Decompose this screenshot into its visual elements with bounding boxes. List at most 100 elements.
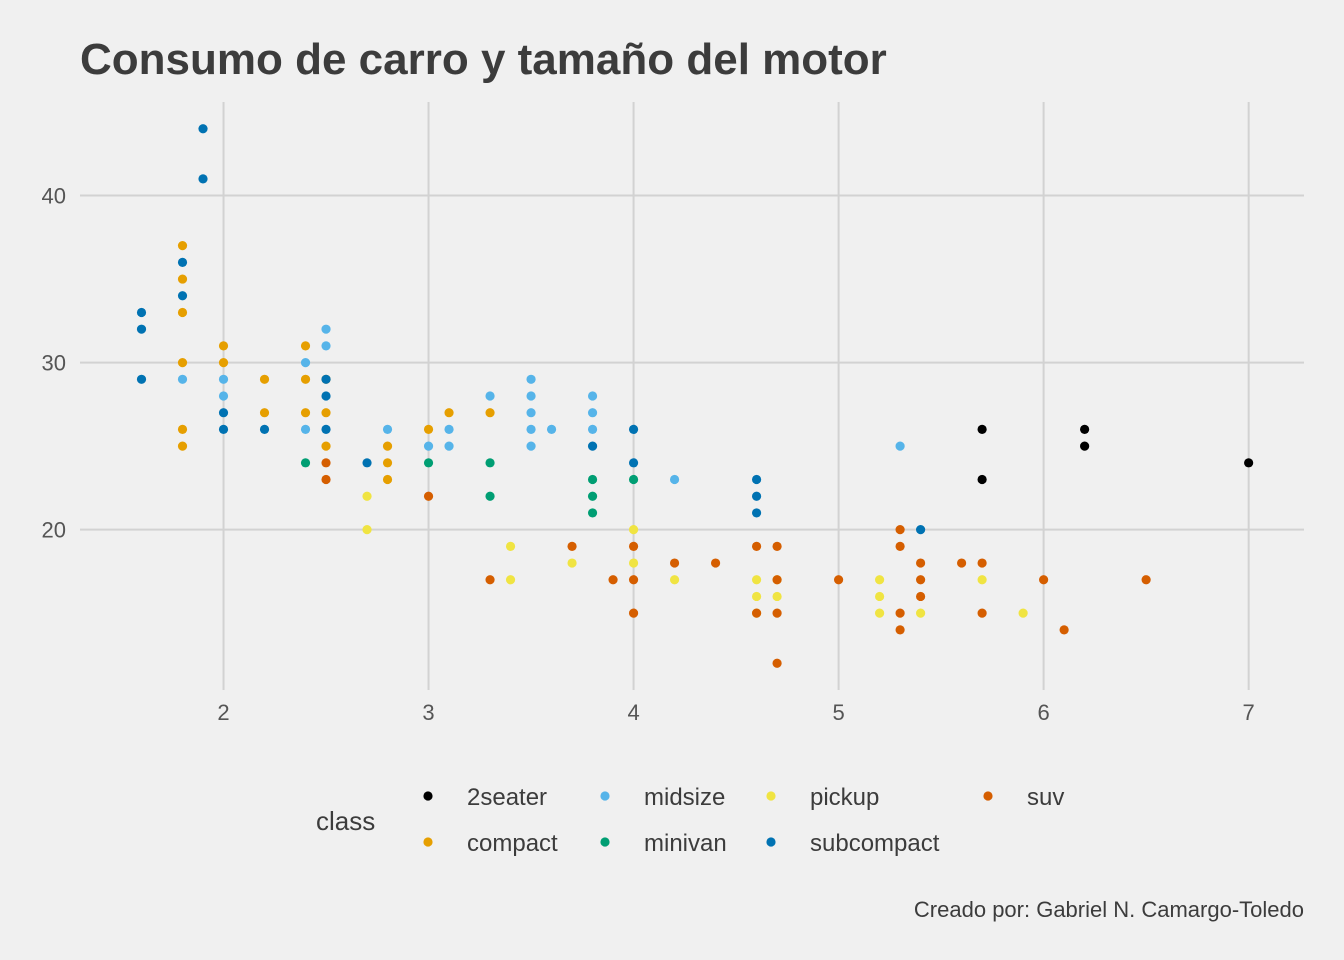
point-compact-12 [300, 408, 311, 418]
point-subcompact-0 [136, 307, 147, 318]
point-pickup-13 [874, 575, 885, 585]
point-suv-15 [772, 608, 782, 618]
legend-key-midsize [600, 791, 610, 801]
point-2seater-3 [1080, 441, 1090, 451]
point-2seater-1 [977, 474, 987, 485]
point-pickup-0 [362, 491, 372, 501]
point-pickup-5 [628, 525, 639, 535]
point-midsize-12 [526, 374, 536, 384]
x-tick-label-3: 3 [422, 700, 434, 725]
point-suv-14 [772, 575, 782, 585]
point-midsize-3 [300, 357, 311, 368]
point-compact-9 [259, 408, 270, 418]
point-compact-10 [300, 341, 311, 351]
legend-key-suv [983, 791, 993, 801]
point-suv-11 [751, 541, 762, 551]
point-midsize-5 [321, 324, 331, 334]
point-compact-2 [177, 307, 188, 318]
point-midsize-16 [526, 441, 536, 451]
point-pickup-3 [505, 575, 516, 585]
x-axis-tick-labels: 2 3 4 5 6 7 [217, 700, 1254, 725]
point-pickup-4 [567, 558, 577, 568]
legend-entry-subcompact: subcompact [766, 830, 940, 857]
legend-entry-pickup: pickup [766, 784, 879, 811]
legend-key-subcompact [766, 837, 776, 847]
point-subcompact-20 [916, 525, 926, 535]
point-subcompact-2 [136, 374, 147, 384]
point-suv-29 [1059, 625, 1069, 635]
point-subcompact-13 [362, 458, 372, 468]
point-suv-18 [895, 525, 905, 535]
point-suv-23 [916, 575, 926, 585]
legend-title: class [316, 806, 375, 836]
point-2seater-2 [1080, 424, 1090, 435]
point-subcompact-17 [751, 474, 762, 485]
legend-entry-2seater: 2seater [423, 784, 547, 811]
point-pickup-15 [874, 608, 885, 618]
point-subcompact-18 [751, 491, 762, 501]
point-midsize-0 [177, 374, 188, 384]
point-suv-20 [895, 608, 905, 618]
legend-label-subcompact: subcompact [810, 830, 940, 857]
legend-key-minivan [600, 837, 610, 847]
point-midsize-8 [423, 441, 434, 451]
series-midsize [177, 324, 905, 485]
point-midsize-10 [444, 441, 454, 451]
point-midsize-9 [444, 424, 454, 435]
point-compact-0 [177, 241, 188, 251]
point-pickup-6 [628, 558, 639, 568]
point-2seater-0 [977, 424, 987, 435]
point-suv-7 [628, 575, 639, 585]
point-midsize-22 [895, 441, 905, 451]
point-compact-16 [382, 441, 393, 451]
legend-entry-midsize: midsize [600, 784, 725, 811]
point-minivan-0 [300, 458, 311, 468]
point-compact-1 [177, 274, 188, 284]
point-suv-16 [772, 658, 782, 668]
point-midsize-20 [587, 424, 598, 435]
point-compact-15 [321, 441, 331, 451]
x-tick-label-5: 5 [832, 700, 844, 725]
series-minivan [300, 458, 639, 518]
point-subcompact-10 [321, 374, 331, 384]
point-midsize-14 [526, 408, 536, 418]
point-pickup-14 [874, 591, 885, 602]
point-subcompact-14 [587, 441, 598, 451]
point-suv-25 [957, 558, 967, 568]
legend-label-suv: suv [1027, 784, 1064, 811]
y-tick-label-30: 30 [42, 351, 66, 376]
point-compact-11 [300, 374, 311, 384]
point-subcompact-1 [136, 324, 147, 334]
point-suv-22 [916, 558, 926, 568]
point-pickup-11 [772, 591, 782, 602]
point-minivan-7 [628, 474, 639, 485]
point-suv-13 [772, 541, 782, 551]
point-suv-19 [895, 541, 905, 551]
legend-entry-suv: suv [983, 784, 1064, 811]
point-suv-6 [628, 541, 639, 551]
series-suv [321, 458, 1151, 668]
point-compact-19 [423, 424, 434, 435]
point-suv-17 [833, 575, 844, 585]
series-subcompact [136, 124, 926, 535]
point-midsize-19 [587, 408, 598, 418]
point-midsize-11 [485, 391, 495, 401]
series-2seater [977, 424, 1254, 485]
point-suv-9 [669, 558, 680, 568]
point-minivan-2 [485, 458, 495, 468]
point-subcompact-19 [751, 508, 762, 518]
point-suv-21 [895, 625, 905, 635]
series-compact [177, 241, 495, 485]
point-pickup-7 [669, 575, 680, 585]
point-suv-5 [608, 575, 618, 585]
point-compact-20 [444, 408, 454, 418]
point-suv-26 [977, 558, 987, 568]
point-pickup-9 [751, 591, 762, 602]
point-midsize-13 [526, 391, 536, 401]
point-midsize-6 [321, 341, 331, 351]
point-midsize-4 [300, 424, 311, 435]
point-suv-27 [977, 608, 987, 618]
point-subcompact-5 [198, 124, 208, 134]
point-compact-8 [259, 374, 270, 384]
point-subcompact-12 [321, 424, 331, 435]
